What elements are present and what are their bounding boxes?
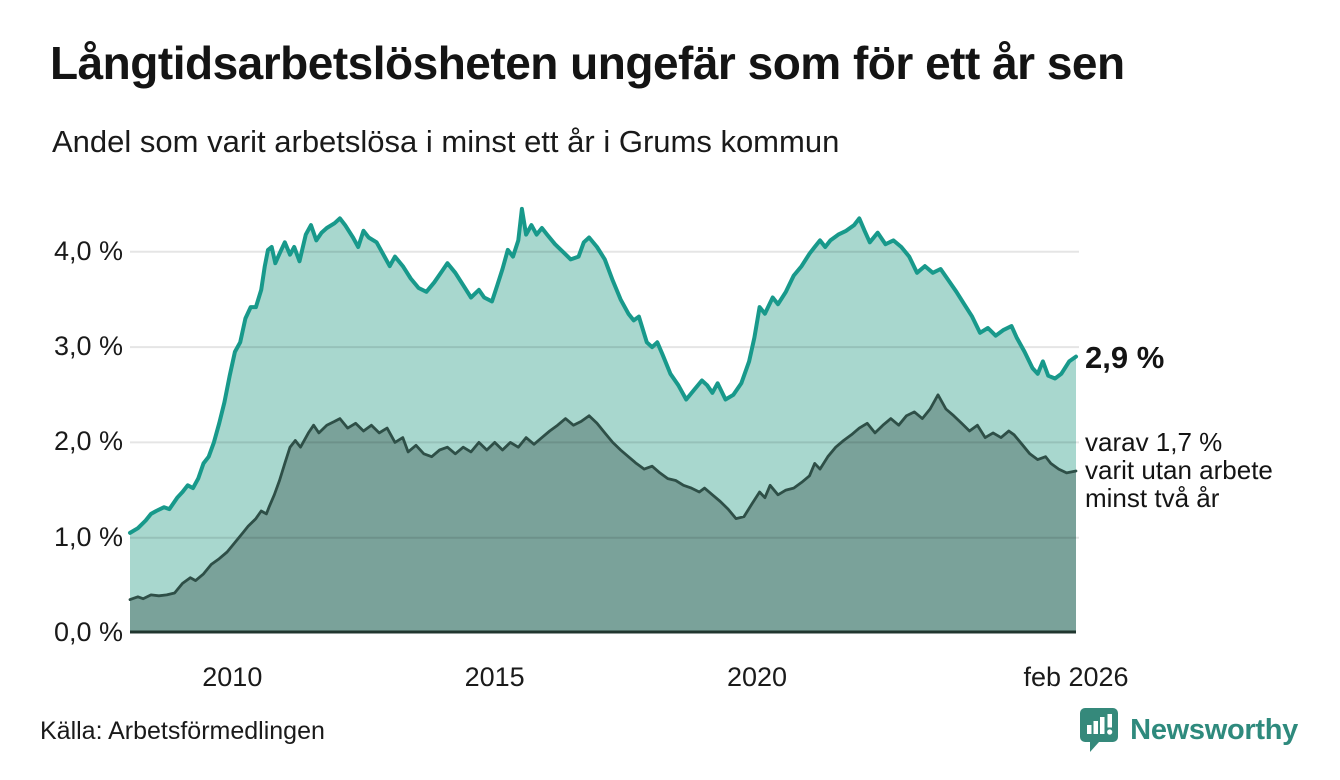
- page-title: Långtidsarbetslösheten ungefär som för e…: [50, 37, 1125, 89]
- two-year-annotation: varav 1,7 % varit utan arbete minst två …: [1085, 428, 1273, 512]
- newsworthy-wordmark: Newsworthy: [1130, 713, 1298, 746]
- line-series-2: [128, 393, 1078, 601]
- y-tick-label: 3,0 %: [53, 331, 123, 362]
- line-series-1: [128, 206, 1078, 535]
- two-year-annotation-line: minst två år: [1085, 483, 1220, 513]
- newsworthy-bubble-chart-icon: [1078, 706, 1120, 754]
- area-fill-series-2: [130, 394, 1076, 633]
- x-tick-label: 2010: [202, 662, 263, 692]
- y-tick-label: 0,0 %: [53, 617, 123, 647]
- latest-value-label: 2,9 %: [1085, 340, 1165, 375]
- source-credit: Källa: Arbetsförmedlingen: [40, 717, 325, 745]
- x-tick-label: 2015: [464, 662, 525, 692]
- two-year-annotation-line: varav 1,7 %: [1085, 427, 1223, 457]
- y-tick-label: 1,0 %: [53, 521, 123, 552]
- newsworthy-logo: Newsworthy: [1078, 706, 1298, 754]
- two-year-annotation-line: varit utan arbete: [1085, 455, 1273, 485]
- x-tick-label: feb 2026: [1023, 662, 1129, 692]
- chart-subtitle: Andel som varit arbetslösa i minst ett å…: [52, 124, 840, 159]
- x-tick-label: 2020: [726, 662, 788, 692]
- y-tick-label: 4,0 %: [53, 235, 123, 266]
- y-tick-label: 2,0 %: [53, 426, 123, 457]
